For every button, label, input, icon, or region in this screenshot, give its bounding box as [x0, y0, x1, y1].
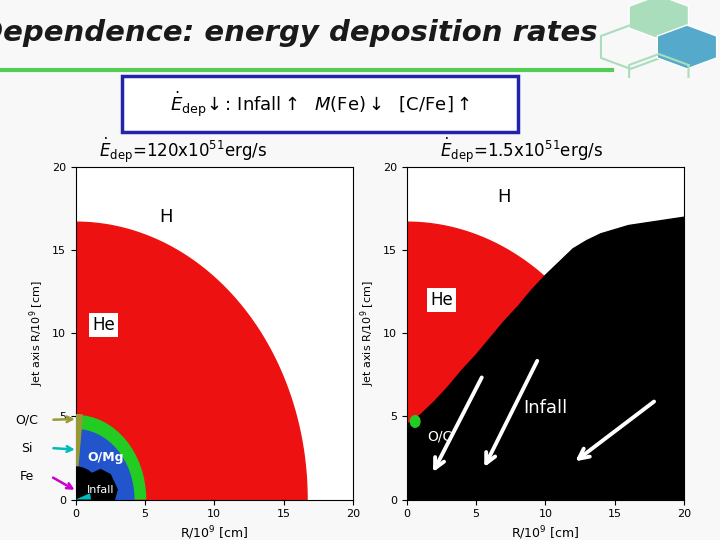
Text: H: H [497, 188, 510, 206]
Wedge shape [76, 415, 146, 500]
Text: O/Mg: O/Mg [88, 451, 125, 464]
Text: Dependence: energy deposition rates: Dependence: energy deposition rates [0, 19, 598, 47]
Wedge shape [76, 466, 104, 500]
Polygon shape [407, 222, 638, 500]
Wedge shape [76, 493, 91, 500]
Polygon shape [76, 222, 307, 500]
Text: O/C: O/C [16, 413, 39, 426]
Wedge shape [76, 414, 83, 500]
Text: H: H [159, 208, 173, 226]
Text: $\dot{E}_{\rm dep}$=1.5x10$^{51}$erg/s: $\dot{E}_{\rm dep}$=1.5x10$^{51}$erg/s [441, 135, 603, 165]
Polygon shape [76, 429, 135, 500]
Text: Infall: Infall [87, 484, 114, 495]
X-axis label: R/10$^9$ [cm]: R/10$^9$ [cm] [511, 525, 580, 540]
Text: He: He [430, 291, 453, 309]
Polygon shape [76, 470, 117, 500]
Y-axis label: Jet axis R/10$^9$ [cm]: Jet axis R/10$^9$ [cm] [27, 281, 46, 386]
Polygon shape [407, 217, 684, 500]
Text: O/C: O/C [428, 429, 453, 443]
Text: Fe: Fe [20, 470, 35, 483]
Polygon shape [629, 0, 688, 39]
Text: $\dot{E}_{\rm dep}\!\downarrow$: Infall$\uparrow$  $M$(Fe)$\downarrow$  [C/Fe]$\: $\dot{E}_{\rm dep}\!\downarrow$: Infall$… [171, 89, 470, 119]
Circle shape [410, 416, 420, 427]
Polygon shape [657, 25, 716, 69]
Text: Si: Si [22, 442, 33, 455]
FancyBboxPatch shape [122, 76, 518, 132]
X-axis label: R/10$^9$ [cm]: R/10$^9$ [cm] [180, 525, 248, 540]
Text: Infall: Infall [523, 399, 567, 417]
Y-axis label: Jet axis R/10$^9$ [cm]: Jet axis R/10$^9$ [cm] [359, 281, 377, 386]
Text: $\dot{E}_{\rm dep}$=120x10$^{51}$erg/s: $\dot{E}_{\rm dep}$=120x10$^{51}$erg/s [99, 135, 268, 165]
Text: He: He [92, 316, 114, 334]
